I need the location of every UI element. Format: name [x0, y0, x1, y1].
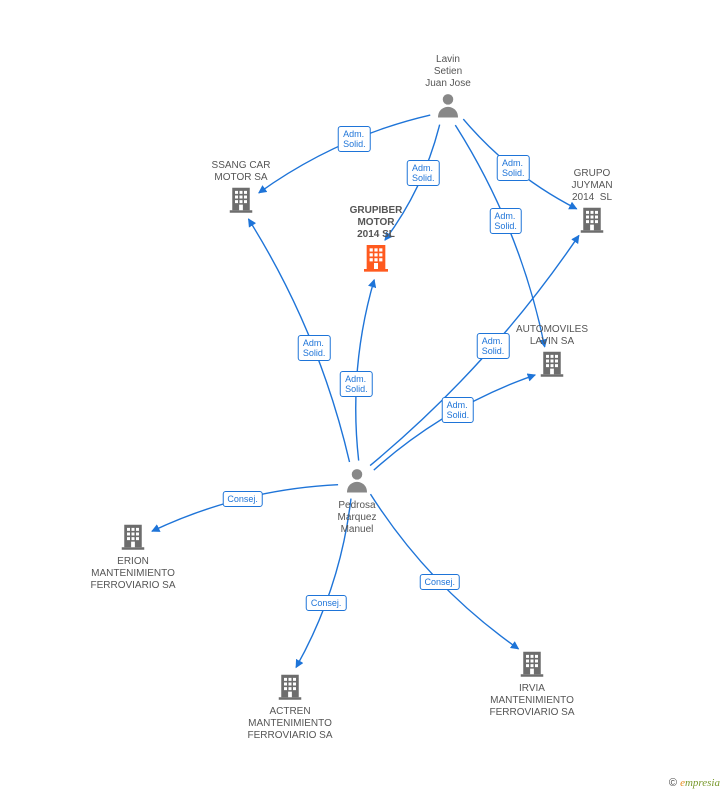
node-label: IRVIA MANTENIMIENTO FERROVIARIO SA [472, 683, 592, 719]
edge-label: Adm. Solid. [298, 335, 331, 361]
edge-label: Adm. Solid. [340, 371, 373, 397]
node-label: ERION MANTENIMIENTO FERROVIARIO SA [73, 556, 193, 592]
person-icon [388, 90, 508, 125]
building-icon [492, 348, 612, 383]
copyright-symbol: © [669, 777, 677, 789]
node-irvia: IRVIA MANTENIMIENTO FERROVIARIO SA [472, 648, 592, 719]
edge-label: Adm. Solid. [477, 333, 510, 359]
node-ssang: SSANG CAR MOTOR SA [181, 160, 301, 219]
building-icon [230, 671, 350, 706]
edge-label: Consej. [222, 491, 263, 507]
node-label: AUTOMOVILES LAVIN SA [492, 324, 612, 348]
copyright: © empresia [669, 777, 720, 789]
node-pedrosa: Pedrosa Marquez Manuel [297, 465, 417, 536]
building-icon [472, 648, 592, 683]
building-icon [316, 241, 436, 278]
person-icon [297, 465, 417, 500]
node-label: GRUPIBER MOTOR 2014 SL [316, 205, 436, 241]
building-icon [532, 204, 652, 239]
node-label: Pedrosa Marquez Manuel [297, 500, 417, 536]
node-grupiber: GRUPIBER MOTOR 2014 SL [316, 205, 436, 278]
edge-label: Adm. Solid. [497, 155, 530, 181]
edge-label: Adm. Solid. [489, 208, 522, 234]
building-icon [181, 184, 301, 219]
edges-layer [0, 0, 728, 795]
edge-label: Adm. Solid. [442, 397, 475, 423]
node-lavin: Lavin Setien Juan Jose [388, 54, 508, 125]
edge-label: Consej. [419, 574, 460, 590]
node-label: GRUPO JUYMAN 2014 SL [532, 168, 652, 204]
edge-label: Consej. [306, 595, 347, 611]
node-actren: ACTREN MANTENIMIENTO FERROVIARIO SA [230, 671, 350, 742]
node-juyman: GRUPO JUYMAN 2014 SL [532, 168, 652, 239]
edge-label: Adm. Solid. [407, 160, 440, 186]
building-icon [73, 521, 193, 556]
node-erion: ERION MANTENIMIENTO FERROVIARIO SA [73, 521, 193, 592]
node-autolavin: AUTOMOVILES LAVIN SA [492, 324, 612, 383]
diagram-canvas: Lavin Setien Juan Jose SSANG CAR MOTOR S… [0, 0, 728, 795]
edge-label: Adm. Solid. [338, 126, 371, 152]
node-label: Lavin Setien Juan Jose [388, 54, 508, 90]
node-label: SSANG CAR MOTOR SA [181, 160, 301, 184]
node-label: ACTREN MANTENIMIENTO FERROVIARIO SA [230, 706, 350, 742]
brand-rest: mpresia [685, 777, 720, 789]
